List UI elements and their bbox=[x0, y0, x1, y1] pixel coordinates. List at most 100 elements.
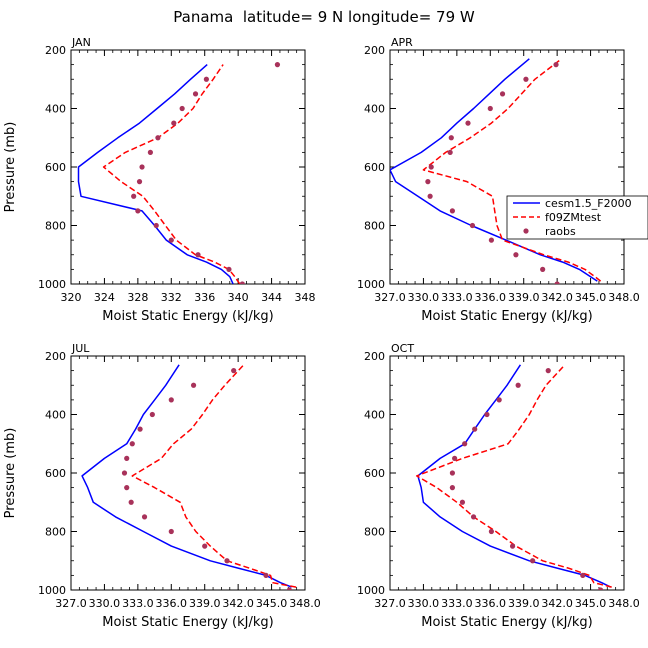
x-tick-label: 333.0 bbox=[441, 597, 473, 610]
series-point-raobs bbox=[192, 91, 199, 97]
series-point-raobs bbox=[135, 208, 141, 214]
x-tick-label: 332 bbox=[161, 291, 182, 304]
series-point-raobs bbox=[449, 485, 455, 491]
series-point-raobs bbox=[470, 514, 477, 520]
series-point-raobs bbox=[226, 266, 232, 272]
x-tick-label: 348.0 bbox=[608, 597, 640, 610]
data-area bbox=[415, 364, 612, 590]
x-tick-label: 339.0 bbox=[508, 597, 540, 610]
series-point-raobs bbox=[553, 62, 559, 68]
series-point-raobs bbox=[136, 179, 143, 185]
series-point-raobs bbox=[153, 222, 159, 229]
series-point-raobs bbox=[203, 76, 209, 82]
series-point-raobs bbox=[147, 149, 153, 155]
series-point-raobs bbox=[202, 543, 208, 549]
x-tick-label: 320 bbox=[61, 291, 82, 304]
series-point-raobs bbox=[469, 222, 476, 229]
y-tick-label: 400 bbox=[45, 409, 66, 422]
y-tick-label: 1000 bbox=[357, 584, 385, 597]
data-area bbox=[81, 364, 297, 590]
y-tick-label: 600 bbox=[364, 161, 385, 174]
y-tick-label: 200 bbox=[45, 350, 66, 363]
x-tick-label: 348.0 bbox=[289, 597, 321, 610]
series-point-raobs bbox=[427, 193, 433, 199]
series-point-raobs bbox=[171, 120, 177, 126]
series-point-raobs bbox=[459, 499, 466, 505]
y-tick-label: 800 bbox=[364, 526, 385, 539]
legend-label-f09: f09ZMtest bbox=[545, 211, 602, 224]
series-line-cesm1-5-f2000 bbox=[81, 364, 292, 588]
y-tick-label: 400 bbox=[45, 103, 66, 116]
panel-label: OCT bbox=[391, 342, 414, 355]
series-point-raobs bbox=[274, 62, 281, 68]
series-point-raobs bbox=[488, 528, 494, 535]
series-point-raobs bbox=[598, 587, 604, 590]
series-point-raobs bbox=[286, 587, 292, 590]
plot-frame bbox=[70, 355, 306, 591]
page-title: Panama latitude= 9 N longitude= 79 W bbox=[173, 8, 475, 26]
x-tick-label: 327.0 bbox=[374, 597, 406, 610]
series-point-raobs bbox=[496, 397, 502, 403]
y-tick-label: 200 bbox=[45, 44, 66, 57]
series-point-raobs bbox=[540, 266, 546, 272]
series-point-raobs bbox=[488, 237, 494, 243]
x-tick-label: 348.0 bbox=[608, 291, 640, 304]
series-point-raobs bbox=[428, 164, 434, 170]
y-tick-label: 400 bbox=[364, 103, 385, 116]
x-tick-label: 328 bbox=[127, 291, 148, 304]
x-axis-label: Moist Static Energy (kJ/kg) bbox=[421, 309, 592, 324]
series-line-f09zmtest bbox=[102, 64, 241, 284]
series-line-cesm1-5-f2000 bbox=[417, 364, 611, 588]
series-line-cesm1-5-f2000 bbox=[77, 64, 234, 284]
plot-frame bbox=[389, 49, 625, 285]
x-axis-label: Moist Static Energy (kJ/kg) bbox=[421, 615, 592, 630]
x-tick-label: 330.0 bbox=[89, 597, 121, 610]
x-tick-label: 333.0 bbox=[441, 291, 473, 304]
y-tick-label: 800 bbox=[364, 220, 385, 233]
series-point-raobs bbox=[168, 528, 174, 535]
x-tick-label: 348 bbox=[295, 291, 316, 304]
x-tick-label: 336.0 bbox=[475, 597, 507, 610]
x-tick-label: 339.0 bbox=[189, 597, 221, 610]
series-point-raobs bbox=[449, 470, 455, 476]
series-line-cesm1-5-f2000 bbox=[390, 58, 598, 282]
chart-panel-oct: OCT 327.0 330.0 333.0 336.0 339.0 342.0 345.0 34… bbox=[357, 342, 640, 630]
legend: cesm1.5_F2000 f09ZMtest raobs bbox=[506, 195, 648, 240]
chart-panel-apr: APR 327.0 330.0 333.0 336.0 339.0 342.0 345.0 34… bbox=[357, 36, 640, 324]
y-tick-label: 400 bbox=[364, 409, 385, 422]
series-point-raobs bbox=[231, 368, 237, 374]
chart-panel-jan: JAN 320 324 328 332 336 340 344 348 200 400 600 800 1… bbox=[3, 36, 316, 324]
series-point-raobs bbox=[124, 455, 130, 461]
x-tick-label: 344 bbox=[261, 291, 282, 304]
series-point-raobs bbox=[190, 382, 197, 388]
legend-swatch-raobs bbox=[523, 228, 529, 234]
series-point-raobs bbox=[168, 397, 174, 403]
series-point-raobs bbox=[124, 485, 130, 491]
panel-label: JAN bbox=[71, 36, 91, 49]
x-tick-label: 345.0 bbox=[575, 291, 607, 304]
x-tick-label: 336.0 bbox=[475, 291, 507, 304]
legend-label-cesm: cesm1.5_F2000 bbox=[545, 197, 632, 210]
series-point-raobs bbox=[515, 382, 521, 388]
series-point-raobs bbox=[447, 149, 453, 155]
series-point-raobs bbox=[141, 514, 148, 520]
panel-label: APR bbox=[391, 36, 413, 49]
y-tick-label: 600 bbox=[45, 467, 66, 480]
series-point-raobs bbox=[263, 572, 269, 578]
x-axis-label: Moist Static Energy (kJ/kg) bbox=[102, 309, 273, 324]
series-point-raobs bbox=[452, 455, 458, 461]
series-point-raobs bbox=[239, 281, 245, 284]
series-point-raobs bbox=[465, 120, 471, 126]
series-point-raobs bbox=[179, 105, 185, 112]
series-point-raobs bbox=[449, 208, 455, 214]
legend-label-raobs: raobs bbox=[545, 225, 576, 238]
x-axis-label: Moist Static Energy (kJ/kg) bbox=[102, 615, 273, 630]
series-point-raobs bbox=[523, 76, 529, 82]
chart-panel-jul: JUL 327.0 330.0 333.0 336.0 339.0 342.0 345.0 34… bbox=[3, 342, 321, 630]
y-axis-label: Pressure (mb) bbox=[3, 122, 18, 213]
x-tick-label: 342.0 bbox=[222, 597, 254, 610]
x-tick-label: 336.0 bbox=[156, 597, 188, 610]
series-point-raobs bbox=[513, 252, 519, 258]
x-tick-label: 340 bbox=[228, 291, 249, 304]
x-tick-label: 342.0 bbox=[541, 597, 573, 610]
